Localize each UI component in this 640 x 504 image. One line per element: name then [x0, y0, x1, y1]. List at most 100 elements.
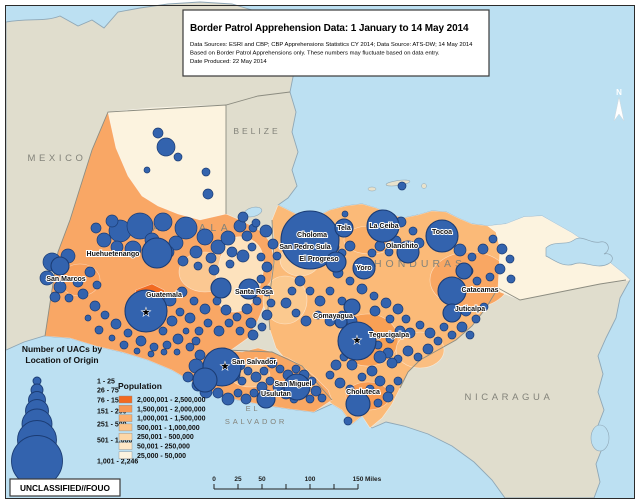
uac-origin-dot: [176, 286, 188, 298]
uac-origin-dot: [369, 291, 379, 301]
scale-bar-unit: Miles: [365, 476, 382, 483]
uac-origin-dot: [392, 303, 404, 315]
uac-origin-dot: [119, 340, 129, 350]
population-range-label: 250,001 - 500,000: [137, 434, 194, 441]
uac-origin-dot: [194, 349, 206, 361]
uac-legend-label: 76 - 150: [97, 398, 123, 405]
uac-origin-dot: [261, 285, 273, 297]
uac-origin-dot: [233, 388, 243, 398]
uac-origin-dot: [382, 391, 394, 403]
uac-origin-dot: [212, 387, 224, 399]
uac-origin-dot: [294, 275, 306, 287]
uac-origin-dot: [143, 166, 151, 174]
uac-origin-dot: [84, 314, 92, 322]
caratasca-lagoon: [545, 237, 613, 267]
population-swatch: [118, 405, 133, 413]
uac-origin-dot: [305, 394, 315, 404]
uac-origin-dot: [256, 274, 266, 284]
uac-city-bubble: [396, 240, 420, 264]
uac-origin-dot: [369, 305, 381, 317]
title-source-line: Data Sources: ESRI and CBP; CBP Apprehen…: [190, 42, 473, 48]
uac-origin-dot: [471, 314, 481, 324]
uac-city-bubble: [325, 251, 347, 273]
city-label-san-pedro-sula: San Pedro Sula: [279, 244, 330, 251]
city-label-el-progreso: El Progreso: [299, 256, 338, 263]
uac-origin-dot: [259, 224, 273, 238]
uac-origin-dot: [367, 248, 377, 258]
uac-origin-dot: [488, 234, 498, 244]
uac-origin-dot: [240, 393, 252, 405]
uac-origin-dot: [96, 232, 112, 248]
population-swatch: [118, 414, 133, 422]
uac-legend-label: 1 - 25: [97, 379, 115, 386]
country-label-nicaragua: NICARAGUA: [465, 392, 554, 403]
uac-city-bubble: [283, 373, 311, 401]
uac-origin-dot: [373, 398, 383, 408]
uac-origin-dot: [439, 322, 449, 332]
uac-origin-dot: [300, 315, 312, 327]
uac-origin-dot: [235, 326, 245, 336]
uac-legend-title-2: Location of Origin: [25, 355, 98, 365]
uac-origin-dot: [261, 261, 273, 273]
city-label-huehuetenango: Huehuetenango: [87, 251, 140, 258]
country-label-mexico: MEXICO: [27, 153, 86, 164]
map-title: Border Patrol Apprehension Data: 1 Janua…: [190, 23, 469, 34]
country-label-belize: BELIZE: [233, 126, 280, 136]
uac-origin-dot: [196, 228, 214, 246]
title-date-line: Date Produced: 22 May 2014: [190, 59, 267, 65]
uac-origin-dot: [177, 255, 189, 267]
north-arrow-icon: [613, 96, 625, 122]
uac-origin-dot: [243, 366, 253, 376]
uac-origin-dot: [344, 240, 356, 252]
population-swatch: [118, 423, 133, 432]
population-range-label: 1,000,001 - 1,500,000: [137, 416, 206, 423]
title-box: Border Patrol Apprehension Data: 1 Janua…: [182, 9, 490, 77]
uac-origin-dot: [397, 181, 407, 191]
uac-origin-dot: [380, 297, 392, 309]
uac-origin-dot: [313, 310, 323, 320]
country-label-honduras: HONDURAS: [374, 258, 466, 270]
scale-bar-number: 100: [305, 476, 316, 483]
uac-origin-dot: [465, 330, 475, 340]
city-label-tegucigalpa: Tegucigalpa: [369, 332, 409, 339]
uac-origin-dot: [89, 300, 101, 312]
uac-origin-dot: [53, 280, 67, 294]
uac-origin-dot: [199, 303, 211, 315]
uac-origin-dot: [251, 218, 261, 228]
uac-origin-dot: [365, 384, 375, 394]
city-label-tocoa: Tocoa: [432, 229, 452, 236]
uac-origin-dot: [373, 350, 387, 364]
uac-city-bubble: [256, 389, 276, 409]
uac-origin-dot: [366, 365, 378, 377]
uac-origin-dot: [408, 226, 418, 236]
uac-legend-label: 251 - 500: [97, 422, 127, 429]
uac-origin-dot: [310, 385, 322, 397]
uac-size-legend: Number of UACs by Location of Origin 1 -…: [11, 344, 138, 487]
uac-city-bubble: [337, 321, 377, 361]
city-labels-layer: Huehuetenango San Marcos Guatemala Santa Ro…: [45, 222, 499, 399]
uac-origin-dot: [175, 307, 185, 317]
uac-city-bubble: [210, 277, 232, 299]
uac-origin-dot: [433, 336, 443, 346]
uac-origin-dot: [247, 329, 259, 341]
uac-origin-dot: [317, 393, 327, 403]
city-label-choloma: Choloma: [297, 232, 327, 239]
uac-origin-dot: [394, 325, 406, 337]
uac-origin-dot: [173, 152, 183, 162]
uac-origin-dot: [265, 376, 275, 386]
uac-origin-dot: [386, 357, 398, 369]
city-label-guatemala: Guatemala: [146, 292, 182, 299]
north-arrow-label: N: [616, 88, 622, 97]
uac-origin-dot: [123, 328, 133, 338]
classification-box: UNCLASSIFIED//FOUO: [9, 478, 121, 497]
city-label-choluteca: Choluteca: [346, 389, 380, 396]
uac-origin-dot: [213, 325, 225, 337]
uac-origin-dot: [287, 286, 297, 296]
city-label-san-salvador: San Salvador: [232, 359, 277, 366]
uac-origin-dot: [485, 272, 495, 282]
uac-origin-dot: [147, 350, 155, 358]
uac-origin-dot: [72, 276, 84, 288]
uac-city-bubble: [343, 298, 361, 316]
uac-origin-dot: [256, 252, 266, 262]
